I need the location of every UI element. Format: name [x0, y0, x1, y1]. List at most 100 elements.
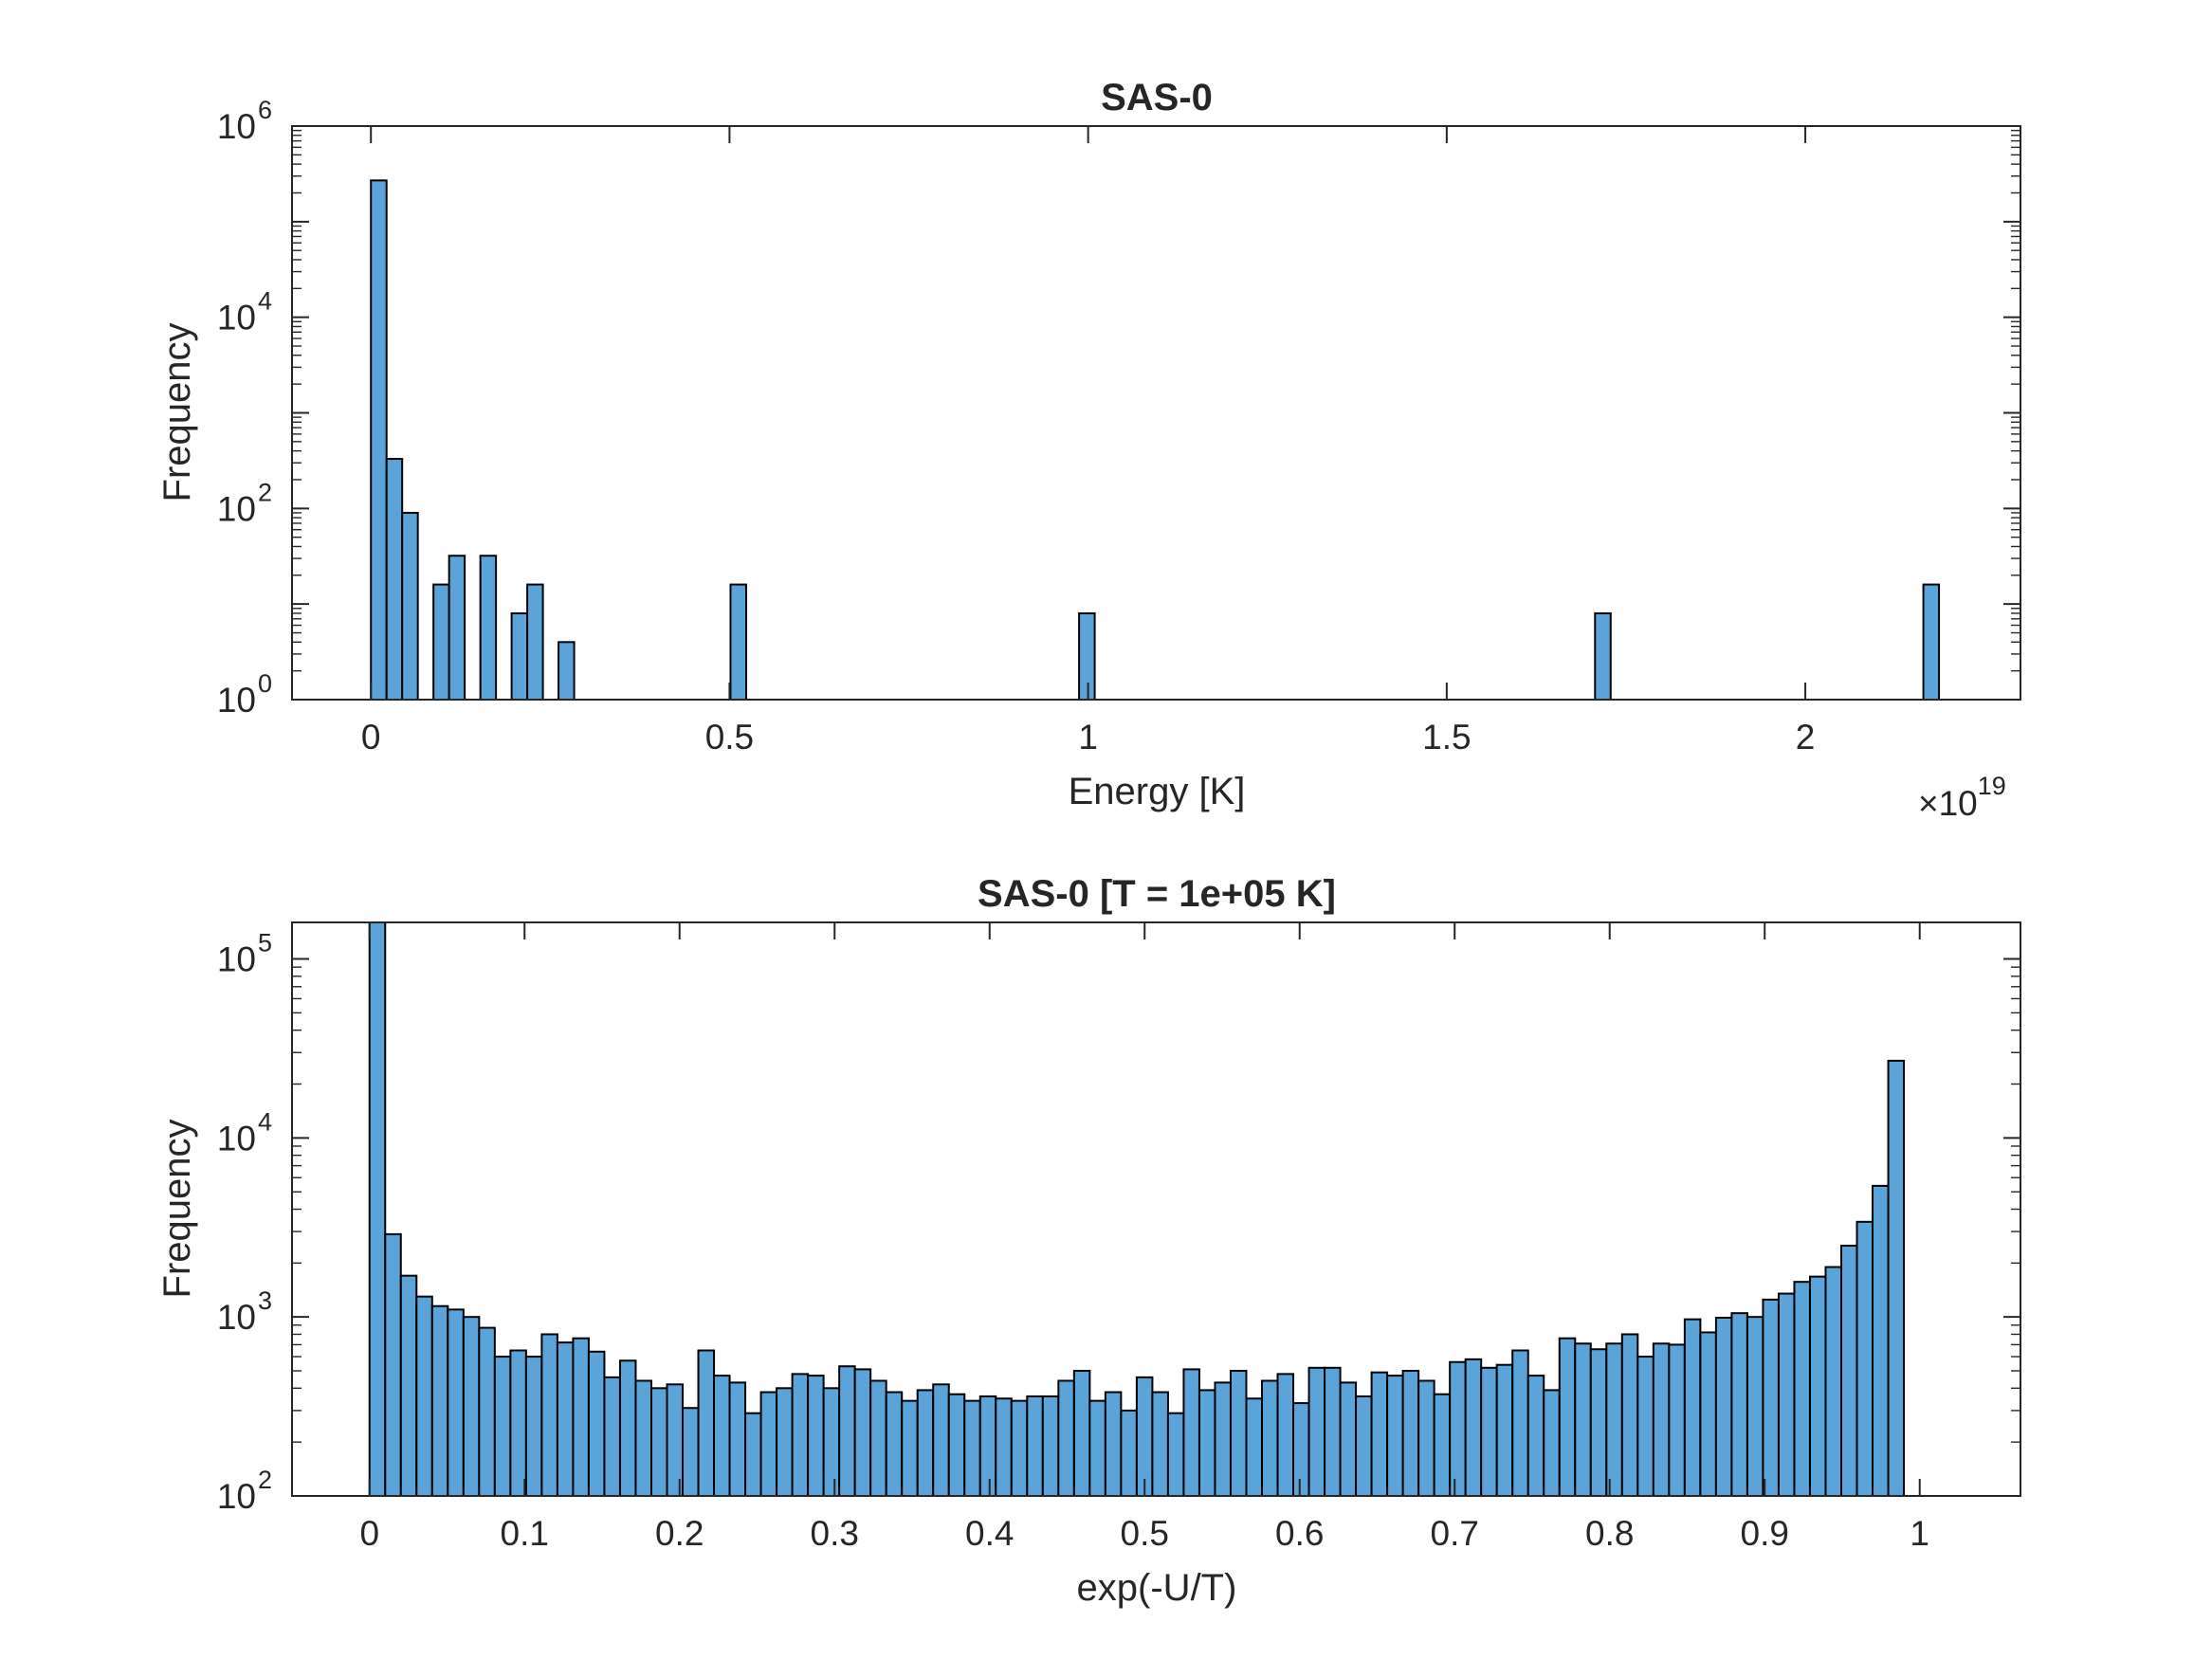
histogram-bar — [1777, 1292, 1796, 1497]
histogram-bar — [447, 1308, 465, 1497]
histogram-bar — [556, 1341, 575, 1497]
histogram-bar — [1078, 611, 1096, 701]
y-tick-exponent: 0 — [258, 669, 272, 698]
histogram-bar — [368, 921, 387, 1497]
y-tick-label: 10 — [217, 1477, 256, 1516]
histogram-bar — [1324, 1366, 1342, 1498]
histogram-bar — [744, 1412, 762, 1497]
histogram-boltzmann-x-ticks: 0 0.1 0.2 0.3 0.4 0.5 0.6 0.7 0.8 0.9 1 — [359, 922, 1929, 1553]
histogram-bar — [1151, 1391, 1169, 1498]
y-tick-exponent: 2 — [258, 478, 272, 506]
histogram-energy-title: SAS-0 — [1101, 77, 1213, 118]
histogram-bar — [1120, 1409, 1138, 1498]
x-exponent-power: 19 — [1978, 772, 2006, 800]
y-tick-exponent: 3 — [258, 1286, 272, 1315]
x-exponent-multiplier: ×1019 — [1918, 772, 2006, 823]
histogram-bar — [558, 641, 576, 701]
x-tick-label: 1 — [1078, 718, 1098, 757]
y-tick-label: 10 — [217, 940, 256, 979]
histogram-bar — [401, 511, 419, 702]
histogram-bar — [1386, 1375, 1404, 1497]
histogram-bar — [540, 1333, 558, 1497]
histogram-bar — [493, 1356, 512, 1497]
histogram-bar — [510, 611, 529, 701]
histogram-bar — [1730, 1312, 1748, 1498]
y-tick-exponent: 4 — [258, 287, 272, 316]
histogram-bar — [1182, 1368, 1200, 1498]
y-tick-label: 10 — [217, 107, 256, 146]
y-tick-exponent: 5 — [258, 929, 272, 957]
histogram-energy-y-label: Frequency — [156, 323, 198, 502]
histogram-bar — [1872, 1184, 1890, 1497]
histogram-bar — [1433, 1393, 1452, 1497]
histogram-bar — [1558, 1337, 1577, 1497]
histogram-energy-bars — [370, 179, 1941, 702]
x-tick-label: 1 — [1910, 1514, 1929, 1553]
y-tick-label: 10 — [217, 1119, 256, 1158]
y-tick-exponent: 2 — [258, 1466, 272, 1494]
histogram-bar — [1636, 1356, 1654, 1497]
histogram-bar — [776, 1387, 794, 1497]
histogram-boltzmann-axes: 0 0.1 0.2 0.3 0.4 0.5 0.6 0.7 0.8 0.9 1 10 210 310 41… — [156, 873, 2021, 1609]
x-tick-label: 0.5 — [705, 718, 754, 757]
histogram-bar — [947, 1393, 966, 1497]
histogram-bar — [853, 1368, 872, 1498]
histogram-bar — [1922, 583, 1941, 702]
histogram-bar — [1355, 1395, 1373, 1497]
histogram-bar — [1449, 1360, 1467, 1497]
x-tick-label: 0.7 — [1431, 1514, 1479, 1553]
histogram-bar — [1088, 1399, 1106, 1498]
histogram-bar — [1229, 1370, 1248, 1498]
x-tick-label: 2 — [1796, 718, 1816, 757]
histogram-bar — [682, 1407, 700, 1497]
histogram-bar — [838, 1365, 856, 1497]
histogram-bar — [1464, 1358, 1483, 1497]
histogram-bar — [415, 1295, 433, 1498]
x-tick-label: 0.4 — [965, 1514, 1014, 1553]
y-tick-label: 10 — [217, 1298, 256, 1337]
histogram-bar — [978, 1395, 997, 1497]
histogram-bar — [1511, 1349, 1529, 1498]
histogram-bar — [1762, 1298, 1780, 1497]
histogram-bar — [1683, 1318, 1702, 1498]
x-tick-label: 0 — [359, 1514, 379, 1553]
x-tick-label: 0.5 — [1121, 1514, 1169, 1553]
histogram-bar — [509, 1349, 527, 1498]
y-tick-label: 10 — [217, 299, 256, 337]
x-tick-label: 0.8 — [1585, 1514, 1634, 1553]
histogram-bar — [728, 1381, 747, 1498]
histogram-bar — [1276, 1373, 1295, 1497]
histogram-bar — [916, 1389, 935, 1498]
histogram-bar — [697, 1349, 716, 1498]
histogram-bar — [1480, 1366, 1498, 1498]
x-tick-label: 0 — [361, 718, 381, 757]
histogram-bar — [370, 179, 388, 701]
x-tick-label: 1.5 — [1422, 718, 1471, 757]
histogram-bar — [432, 583, 450, 702]
y-tick-exponent: 4 — [258, 1107, 272, 1136]
histogram-bar — [430, 1304, 449, 1497]
histogram-bar — [791, 1373, 810, 1497]
histogram-bar — [1010, 1399, 1029, 1498]
histogram-bar — [572, 1337, 590, 1497]
histogram-bar — [1668, 1343, 1686, 1498]
histogram-bar — [1793, 1281, 1811, 1497]
histogram-bar — [634, 1379, 652, 1497]
histogram-bar — [1594, 611, 1612, 701]
histogram-bar — [384, 1232, 402, 1497]
histogram-bar — [995, 1397, 1013, 1498]
histogram-bar — [1824, 1266, 1842, 1498]
y-tick-label: 10 — [217, 489, 256, 528]
histogram-bar — [1214, 1381, 1232, 1498]
histogram-bar — [618, 1359, 637, 1498]
histogram-bar — [729, 583, 747, 702]
histogram-bar — [1887, 1059, 1906, 1498]
histogram-bar — [1417, 1379, 1435, 1497]
histogram-bar — [1574, 1342, 1592, 1498]
histogram-bar — [759, 1391, 778, 1498]
histogram-bar — [1166, 1412, 1185, 1497]
histogram-bar — [807, 1375, 825, 1497]
